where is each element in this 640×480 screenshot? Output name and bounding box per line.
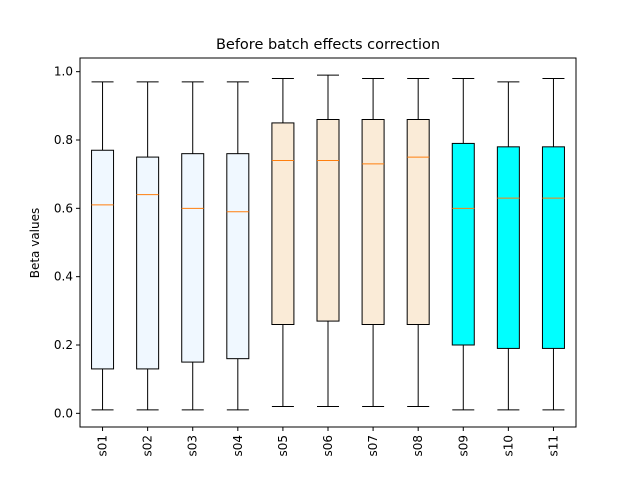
y-tick-label: 0.4 [54, 270, 73, 284]
x-tick-label: s06 [321, 435, 335, 457]
box-s09 [451, 142, 475, 346]
plot-area: 0.0 0.2 0.4 0.6 0.8 1.0 s01 s02 s03 s04 s05 s06 s07 s… [54, 65, 565, 457]
x-tick-label: s08 [411, 435, 425, 457]
y-tick-label: 1.0 [54, 65, 73, 79]
y-tick-label: 0.6 [54, 201, 73, 215]
box-s07 [361, 119, 385, 325]
plot-frame [79, 57, 577, 428]
x-tick-label: s09 [456, 435, 470, 457]
box-s11 [541, 146, 565, 349]
x-tick-label: s11 [546, 435, 560, 457]
box-s03 [181, 153, 205, 363]
x-tick-label: s03 [186, 435, 200, 457]
box-s10 [496, 146, 520, 349]
y-axis-label: Beta values [28, 208, 42, 279]
box-s02 [136, 156, 160, 370]
box-s05 [271, 122, 295, 325]
y-tick-label: 0.8 [54, 133, 73, 147]
box-s06 [316, 119, 340, 322]
x-tick-label: s01 [96, 435, 110, 457]
y-tick-label: 0.2 [54, 338, 73, 352]
box-s04 [226, 153, 250, 360]
box-s01 [91, 149, 115, 370]
x-tick-label: s02 [141, 435, 155, 457]
x-tick-label: s04 [231, 435, 245, 457]
y-tick-label: 0.0 [54, 406, 73, 420]
chart-title: Before batch effects correction [216, 37, 440, 53]
box-s08 [406, 119, 430, 325]
x-tick-label: s10 [501, 435, 515, 457]
x-tick-label: s07 [366, 435, 380, 457]
x-tick-label: s05 [276, 435, 290, 457]
